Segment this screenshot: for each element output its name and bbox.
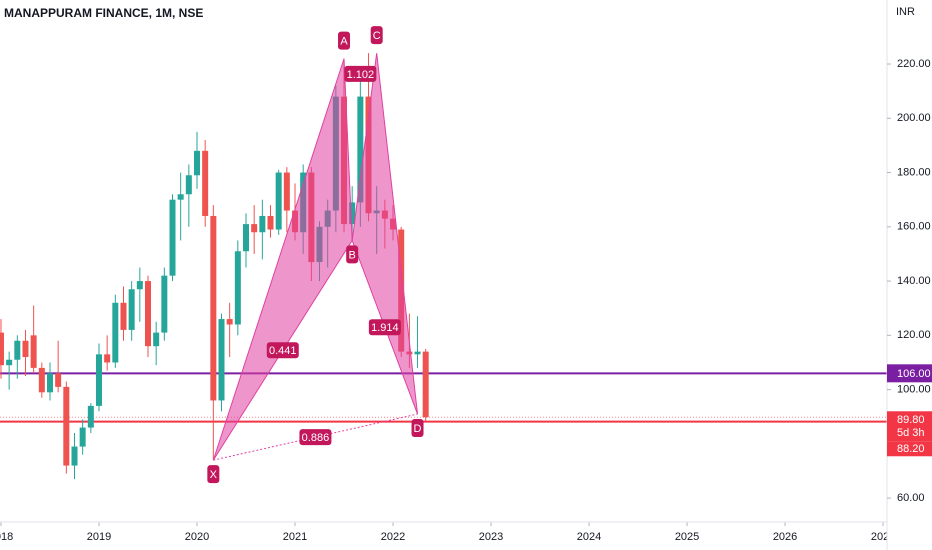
point-label: A xyxy=(340,36,348,48)
x-tick-label: 2026 xyxy=(773,531,797,543)
price-box xyxy=(887,364,932,383)
y-tick-label: 180.00 xyxy=(897,166,931,178)
point-label: D xyxy=(414,423,422,435)
last-price-label: 89.80 xyxy=(897,414,925,426)
x-tick-label: 2018 xyxy=(0,531,13,543)
ratio-box xyxy=(299,429,332,446)
candle-body xyxy=(234,251,241,325)
y-tick-label: 220.00 xyxy=(897,58,931,70)
candle-body xyxy=(267,215,274,230)
ratio-box xyxy=(368,319,401,336)
ratio-label: 1.914 xyxy=(371,322,399,334)
candle-body xyxy=(251,224,258,233)
y-tick-label: 140.00 xyxy=(897,275,931,287)
x-tick-label: 2025 xyxy=(675,531,699,543)
x-tick-label: 2023 xyxy=(479,531,503,543)
candle-body xyxy=(283,172,290,211)
candle-body xyxy=(79,427,86,447)
plot-area: 2018 2019 2020 2021 2022 2023 2024 2025 2026 2027… xyxy=(0,26,895,543)
point-box xyxy=(411,419,424,438)
chart-title: MANAPPURAM FINANCE, 1M, NSE xyxy=(4,6,203,20)
candle-body xyxy=(210,215,217,401)
candle-body xyxy=(161,275,168,333)
ratio-label: 0.886 xyxy=(302,432,330,444)
price-box xyxy=(887,441,932,457)
candle-body xyxy=(153,332,160,347)
point-box xyxy=(207,465,220,484)
point-label: B xyxy=(349,249,356,261)
candle-body xyxy=(144,281,151,347)
candle-body xyxy=(414,351,421,355)
y-tick-label: 160.00 xyxy=(897,221,931,233)
candle-body xyxy=(226,319,233,325)
candle-body xyxy=(275,172,282,230)
ratio-box xyxy=(266,342,299,359)
candle-body xyxy=(71,446,78,466)
price-box-label: 88.20 xyxy=(897,443,925,455)
candle-body xyxy=(202,150,209,216)
candle-body xyxy=(38,367,45,393)
candle-body xyxy=(55,373,62,387)
candle-body xyxy=(169,199,176,276)
candle-body xyxy=(185,175,192,195)
ratio-label: 1.102 xyxy=(347,69,375,81)
candle-body xyxy=(63,386,70,466)
x-tick-label: 2021 xyxy=(283,531,307,543)
candle-body xyxy=(120,302,127,330)
countdown-label: 5d 3h xyxy=(897,427,925,439)
candle-body xyxy=(0,332,4,366)
point-box xyxy=(346,245,359,264)
y-tick-label: 60.00 xyxy=(897,492,925,504)
candle-body xyxy=(87,405,94,428)
x-tick-label: 2027 xyxy=(871,531,895,543)
candle-body xyxy=(194,150,201,176)
candle-body xyxy=(14,340,21,360)
point-label: X xyxy=(210,469,218,481)
y-tick-label: 120.00 xyxy=(897,329,931,341)
point-box xyxy=(370,26,383,45)
ratio-label: 0.441 xyxy=(269,345,297,357)
candle-body xyxy=(6,359,13,366)
y-tick-label: 200.00 xyxy=(897,112,931,124)
candle-body xyxy=(243,224,250,252)
candle-body xyxy=(112,302,119,363)
point-label: C xyxy=(373,30,381,42)
y-tick-label: 100.00 xyxy=(897,384,931,396)
x-tick-label: 2022 xyxy=(381,531,405,543)
ratio-box xyxy=(344,65,377,82)
last-price-box xyxy=(887,411,932,442)
point-box xyxy=(338,31,351,50)
currency: INR xyxy=(896,6,915,18)
candle-body xyxy=(136,281,143,290)
axes: 60.00 100.00 120.00 140.00 160.00 180.00 200.0… xyxy=(887,58,932,504)
candle-body xyxy=(95,354,102,406)
candle-body xyxy=(259,215,266,233)
candle-body xyxy=(349,202,356,225)
candle-body xyxy=(22,340,29,358)
x-tick-label: 2020 xyxy=(185,531,209,543)
price-box-label: 106.00 xyxy=(897,368,931,380)
candle-body xyxy=(30,335,37,368)
candle-body xyxy=(422,351,429,418)
candle-body xyxy=(104,354,111,363)
candle-body xyxy=(357,96,364,203)
candle-body xyxy=(218,319,225,401)
candle-body xyxy=(46,373,53,393)
x-tick-label: 2019 xyxy=(87,531,111,543)
candle-body xyxy=(128,289,135,330)
candle-body xyxy=(177,194,184,200)
x-tick-label: 2024 xyxy=(577,531,601,543)
